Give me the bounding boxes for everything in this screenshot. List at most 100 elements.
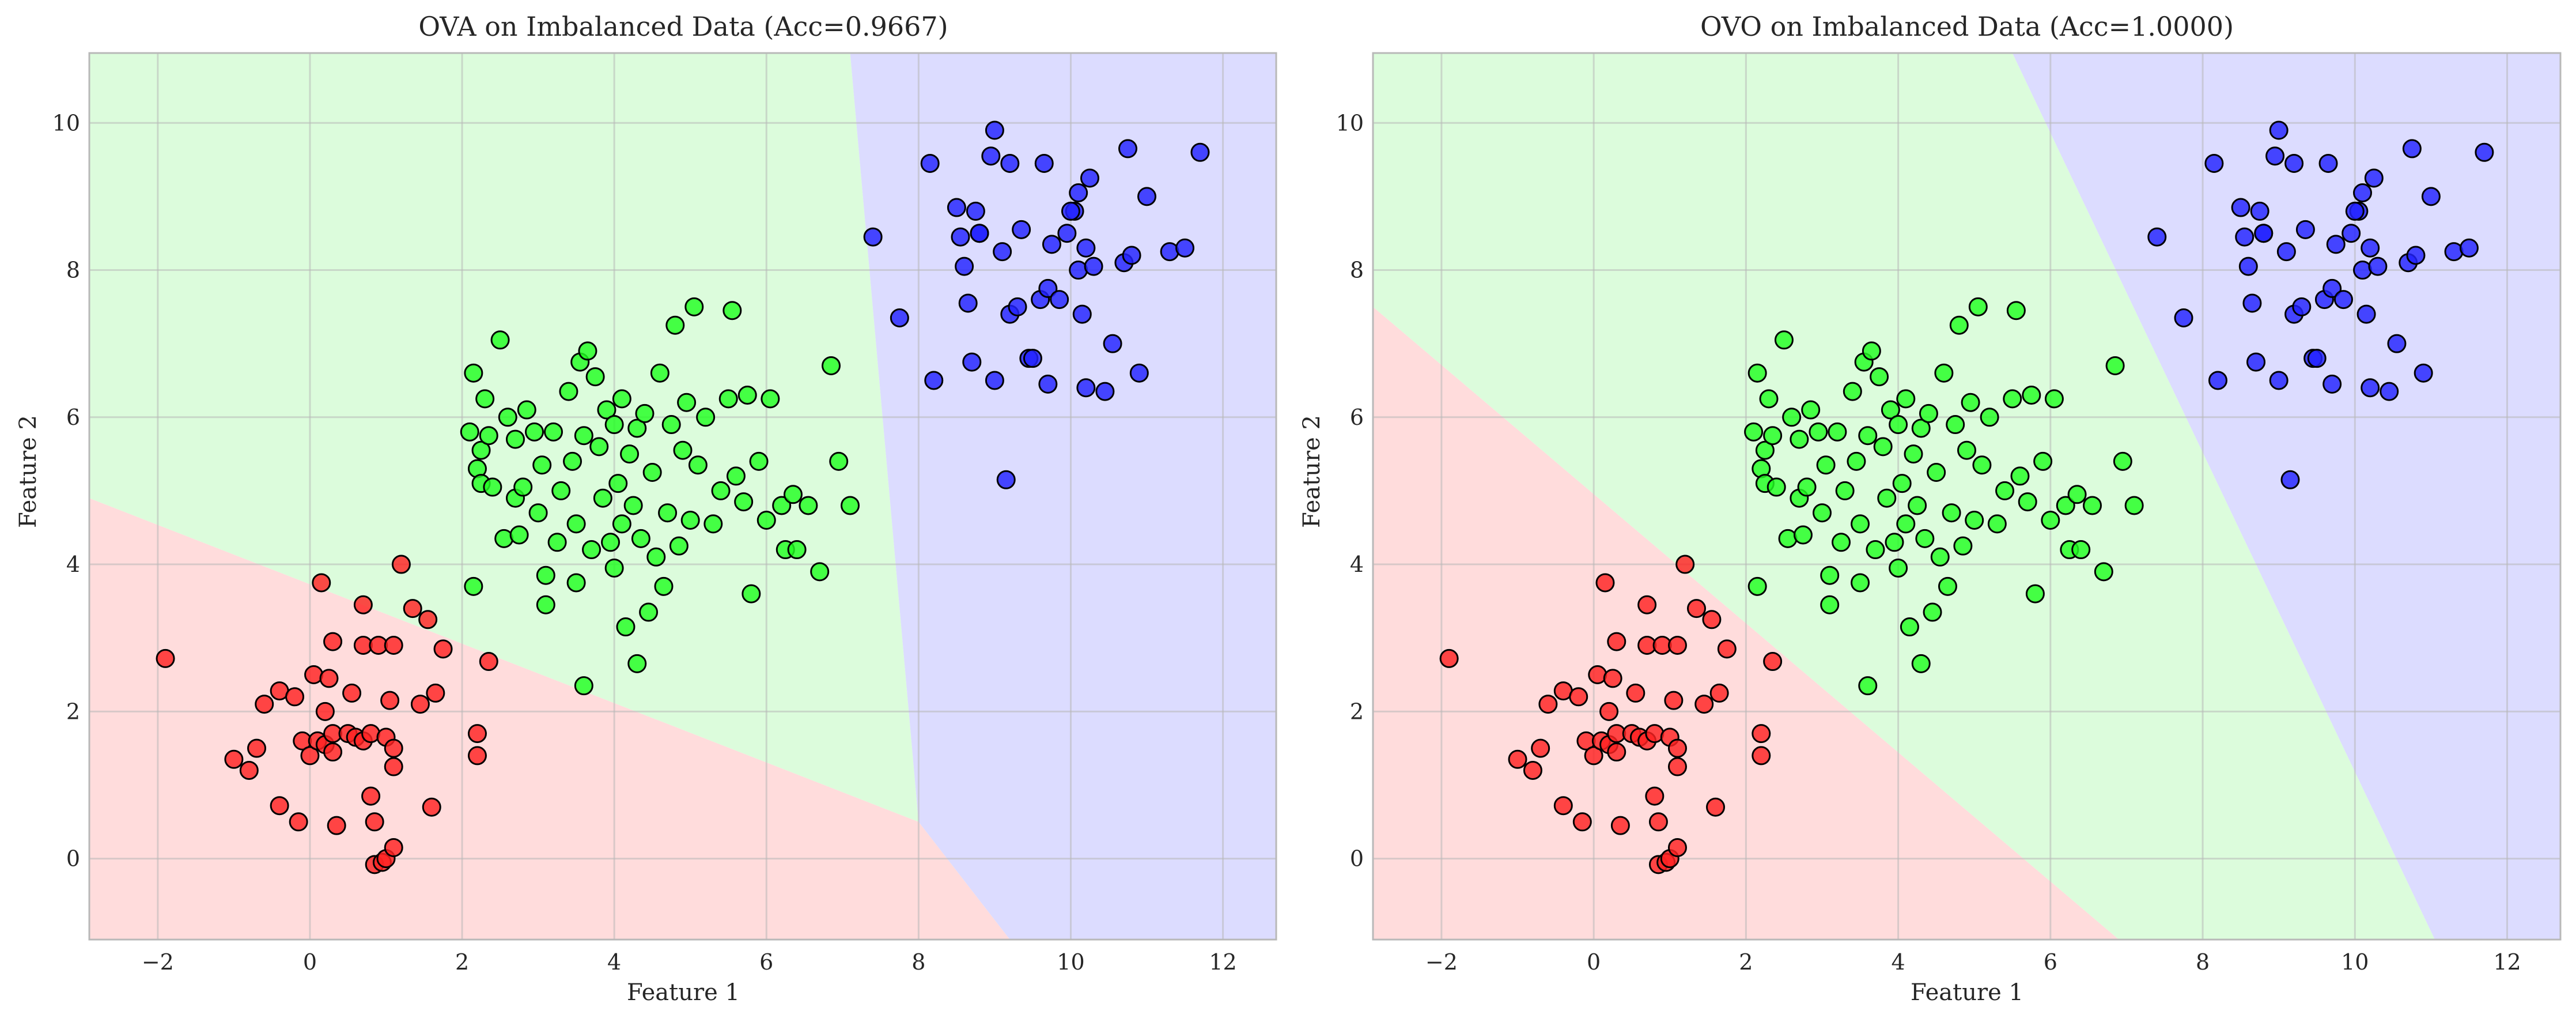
data-point-class-1 — [1896, 389, 1916, 409]
data-point-class-0 — [1664, 691, 1684, 710]
data-point-class-2 — [966, 201, 985, 221]
data-point-class-1 — [696, 408, 716, 427]
data-point-class-0 — [1717, 639, 1737, 659]
data-point-class-1 — [601, 533, 621, 552]
y-tick-label: 0 — [66, 846, 80, 872]
data-point-class-2 — [947, 198, 966, 217]
data-point-class-1 — [2025, 584, 2045, 604]
data-point-class-0 — [391, 555, 411, 574]
data-point-class-0 — [1686, 599, 1706, 619]
data-point-class-2 — [1137, 187, 1157, 206]
data-point-class-2 — [924, 371, 944, 390]
data-point-class-1 — [829, 451, 849, 471]
data-point-class-2 — [2322, 278, 2342, 298]
data-point-class-1 — [1972, 455, 1992, 475]
data-point-class-0 — [1523, 760, 1542, 780]
data-point-class-2 — [2387, 334, 2407, 353]
data-point-class-1 — [799, 496, 818, 515]
data-point-class-1 — [2003, 389, 2022, 409]
data-point-class-1 — [525, 422, 544, 442]
x-tick-label: 10 — [1057, 949, 1084, 975]
data-point-class-1 — [1816, 455, 1836, 475]
data-point-class-2 — [2326, 235, 2346, 254]
data-point-class-1 — [772, 496, 792, 515]
data-point-class-0 — [365, 812, 384, 832]
data-point-class-1 — [566, 514, 586, 534]
data-point-class-2 — [2231, 198, 2250, 217]
data-point-class-1 — [475, 389, 495, 409]
data-point-class-1 — [563, 451, 582, 471]
data-point-class-1 — [612, 514, 631, 534]
data-point-class-2 — [2246, 352, 2266, 372]
data-point-class-0 — [1531, 738, 1550, 758]
data-point-class-0 — [1439, 648, 1459, 668]
data-point-class-0 — [361, 786, 381, 806]
data-point-class-1 — [1995, 481, 2015, 500]
data-point-class-2 — [1000, 153, 1020, 173]
data-point-class-0 — [467, 724, 487, 744]
data-point-class-1 — [574, 426, 593, 446]
data-point-class-1 — [2018, 492, 2037, 512]
data-point-class-1 — [589, 437, 609, 457]
data-point-class-0 — [1675, 555, 1695, 574]
y-tick-label: 4 — [66, 552, 80, 577]
data-point-class-0 — [1584, 746, 1603, 765]
data-point-class-1 — [1885, 533, 1904, 552]
data-point-class-0 — [323, 742, 343, 762]
data-point-class-1 — [761, 389, 780, 409]
data-point-class-2 — [2380, 382, 2399, 401]
data-point-class-2 — [951, 227, 970, 247]
x-tick-label: 2 — [1739, 949, 1753, 975]
data-point-class-0 — [1706, 797, 1726, 817]
ovo-ylabel: Feature 2 — [1299, 415, 1325, 528]
data-point-class-0 — [285, 687, 305, 707]
data-point-class-1 — [2124, 496, 2144, 515]
data-point-class-1 — [1820, 595, 1840, 614]
data-point-class-2 — [1129, 363, 1149, 383]
data-point-class-2 — [985, 120, 1004, 140]
data-point-class-1 — [703, 514, 723, 534]
data-point-class-0 — [433, 639, 453, 659]
data-point-class-1 — [1782, 408, 1802, 427]
data-point-class-2 — [863, 227, 883, 247]
data-point-class-1 — [658, 503, 678, 523]
data-point-class-0 — [315, 702, 335, 721]
data-point-class-0 — [418, 610, 438, 629]
data-point-class-1 — [1953, 536, 1973, 556]
data-point-class-2 — [2235, 227, 2255, 247]
data-point-class-1 — [1759, 389, 1779, 409]
data-point-class-1 — [483, 477, 502, 497]
data-point-class-0 — [384, 838, 403, 857]
data-point-class-1 — [1832, 533, 1851, 552]
data-point-class-1 — [1847, 451, 1866, 471]
data-point-class-1 — [822, 356, 841, 375]
data-point-class-1 — [1968, 297, 1988, 316]
data-point-class-2 — [2353, 183, 2372, 203]
x-tick-label: −2 — [1425, 949, 1458, 975]
data-point-class-1 — [2044, 389, 2064, 409]
data-point-class-0 — [1667, 838, 1687, 857]
data-point-class-0 — [319, 669, 339, 688]
data-point-class-1 — [1904, 444, 1923, 464]
data-point-class-1 — [1911, 418, 1931, 438]
data-point-class-1 — [2033, 451, 2053, 471]
data-point-class-1 — [1915, 529, 1935, 548]
data-point-class-1 — [654, 576, 674, 596]
x-tick-label: 12 — [2493, 949, 2521, 975]
data-point-class-0 — [1553, 796, 1573, 816]
data-point-class-1 — [585, 367, 605, 387]
data-point-class-1 — [1900, 617, 1919, 637]
data-point-class-2 — [1061, 201, 1080, 221]
data-point-class-1 — [1797, 477, 1817, 497]
x-tick-label: 2 — [455, 949, 469, 975]
ovo-subplot: OVO on Imbalanced Data (Acc=1.0000) Feat… — [1299, 11, 2562, 1006]
decision-region-class-1 — [89, 53, 919, 822]
data-point-class-1 — [2056, 496, 2075, 515]
data-point-class-1 — [623, 496, 643, 515]
data-point-class-2 — [1057, 224, 1077, 243]
data-point-class-1 — [783, 485, 803, 504]
y-tick-label: 6 — [66, 405, 80, 430]
data-point-class-1 — [1911, 654, 1931, 673]
data-point-class-2 — [2318, 153, 2338, 173]
data-point-class-2 — [2459, 238, 2479, 258]
